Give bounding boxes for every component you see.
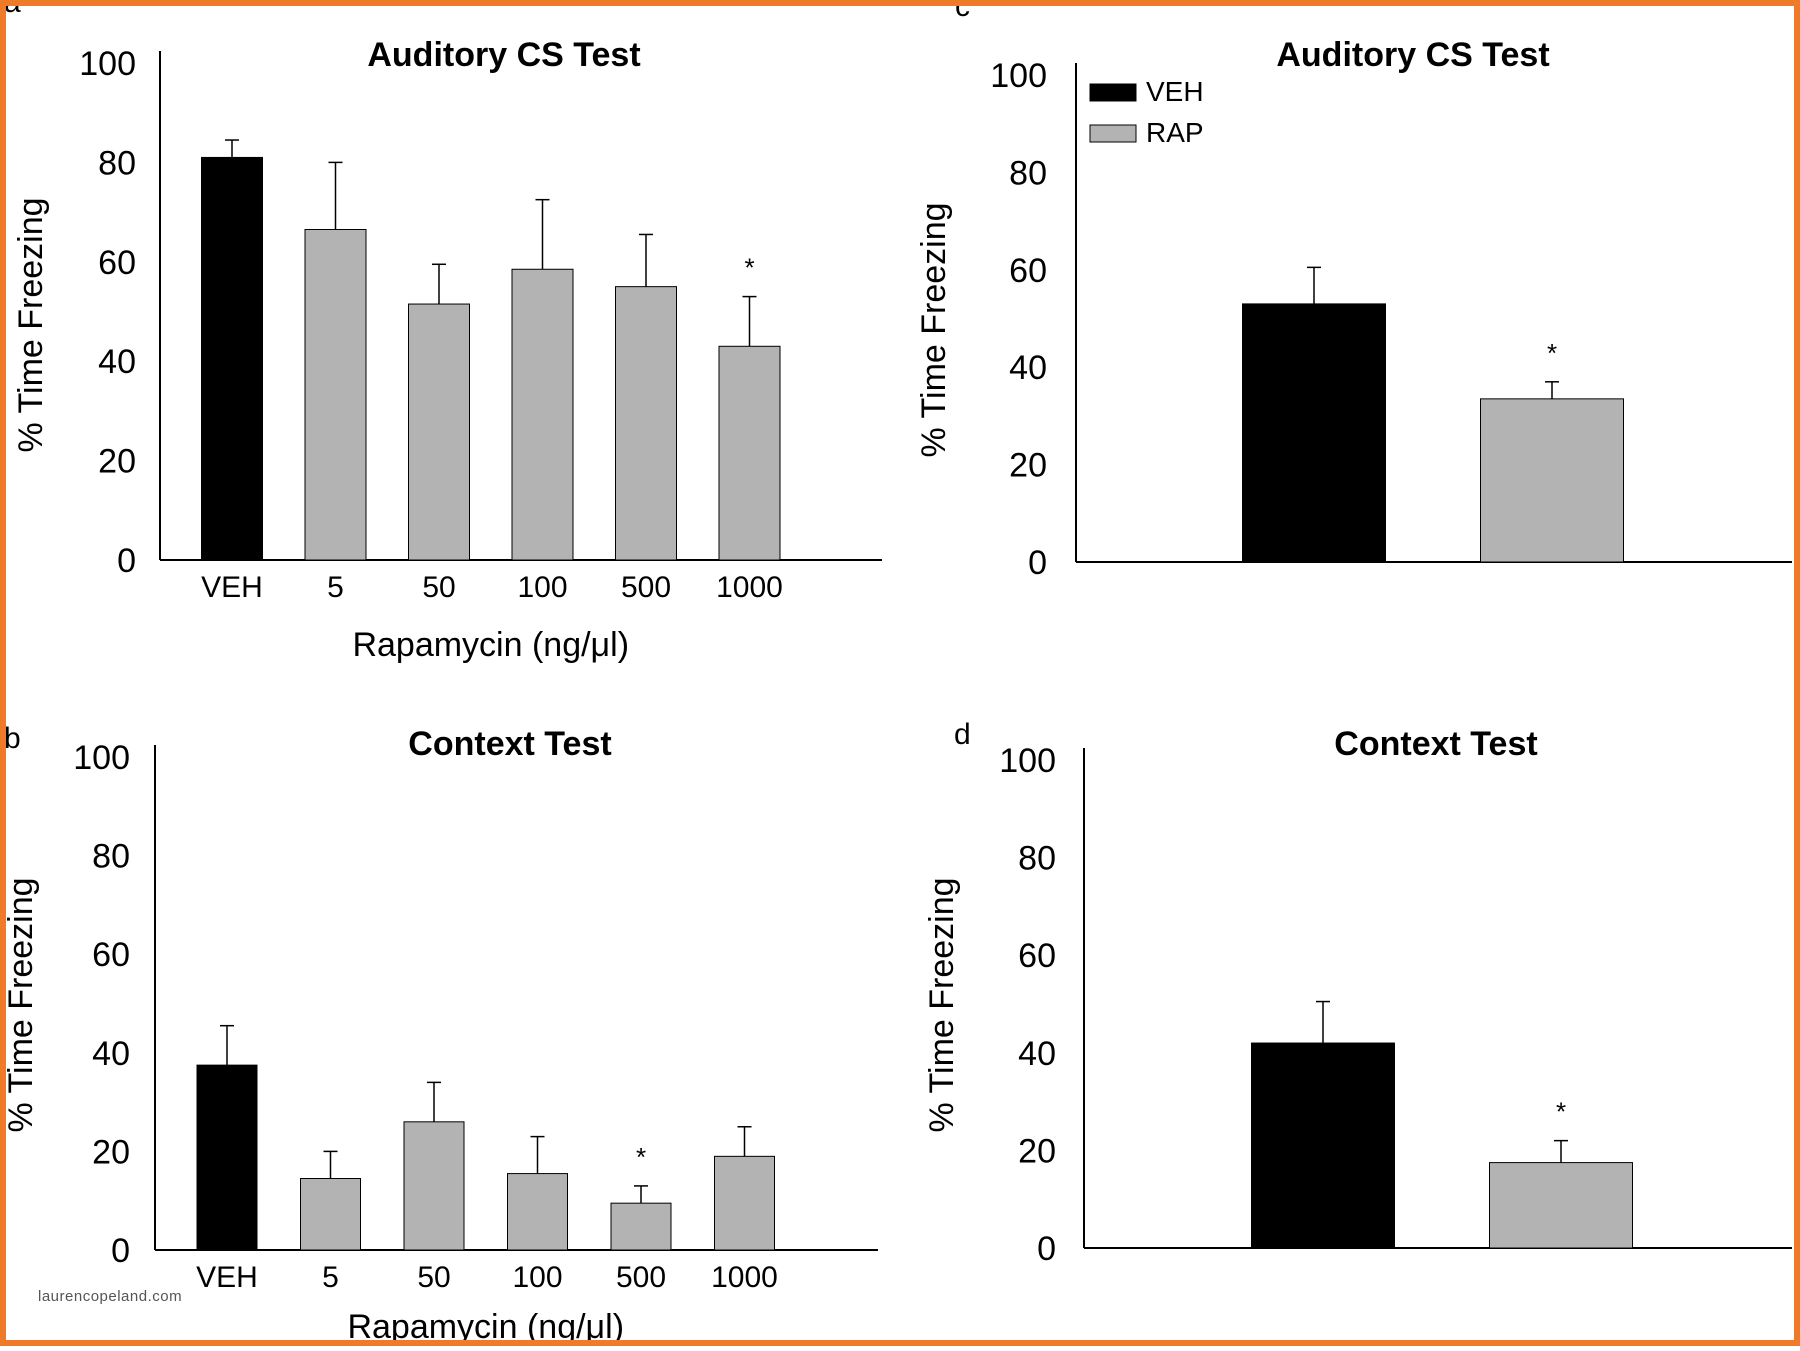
panel-c-letter: c [955,0,970,23]
panel-c-ytick-label: 40 [1009,349,1047,387]
panel-a-ytick-label: 80 [98,144,136,182]
panel-c-ytick-label: 60 [1009,252,1047,290]
panel-d-ytick-label: 20 [1018,1132,1056,1170]
panel-d-ytick-label: 60 [1018,937,1056,975]
panel-a-ytick-label: 40 [98,343,136,381]
panel-d-ytick-label: 80 [1018,840,1056,878]
watermark-text: laurencopeland.com [38,1288,183,1305]
panel-b-bar [300,1178,361,1251]
panel-a-ytick-label: 100 [79,45,136,83]
panel-b-xtick-label: 500 [616,1261,666,1294]
panel-b-ylabel: % Time Freezing [2,877,40,1132]
panel-b-xtick-label: VEH [196,1261,258,1294]
panel-a-xtick-label: 50 [422,571,455,604]
panel-c-legend-label: VEH [1146,76,1204,107]
panel-a-ylabel: % Time Freezing [12,197,50,452]
panel-a-ytick-label: 20 [98,443,136,481]
panel-a-bar [408,303,470,561]
panel-b-bar [507,1173,568,1251]
panel-b-bar [610,1202,672,1251]
panel-a-ytick-label: 60 [98,244,136,282]
panel-d-bar [1251,1042,1395,1249]
panel-c-ytick-label: 20 [1009,447,1047,485]
panel-b-xtick-label: 5 [322,1261,339,1294]
panel-a-bar [511,268,574,561]
panel-c-ytick-label: 0 [1028,544,1047,582]
panel-a-bar [615,286,677,561]
panel-b-ytick-label: 0 [111,1232,130,1270]
panel-a-xlabel: Rapamycin (ng/μl) [352,626,629,664]
panel-a-xtick-label: 500 [621,571,671,604]
panel-a-bar [304,228,367,561]
panel-b-ytick-label: 100 [73,739,130,777]
panel-c-significance-mark: * [1547,338,1557,368]
panel-a-bar [718,345,781,561]
panel-d-ytick-label: 100 [999,742,1056,780]
panel-b-bar [403,1121,465,1251]
panel-b-bar [196,1064,258,1251]
panel-b-xtick-label: 100 [512,1261,562,1294]
panel-c-bar [1242,303,1386,563]
panel-c-ytick-label: 80 [1009,154,1047,192]
panel-a-ytick-label: 0 [117,542,136,580]
panel-c-ylabel: % Time Freezing [915,202,953,457]
panel-c-legend-swatch [1089,83,1137,102]
panel-b-ytick-label: 40 [92,1035,130,1073]
panel-b-title: Context Test [408,725,611,763]
panel-d-ytick-label: 40 [1018,1035,1056,1073]
panel-b-ytick-label: 20 [92,1133,130,1171]
panel-b-ytick-label: 60 [92,936,130,974]
panel-a-bar [201,156,263,561]
panel-a-xtick-label: 1000 [716,571,783,604]
panel-a-xtick-label: VEH [201,571,263,604]
panel-b-xtick-label: 50 [417,1261,450,1294]
panel-b-xlabel: Rapamycin (ng/μl) [347,1308,624,1346]
panel-b-xtick-label: 1000 [711,1261,778,1294]
panel-b-ytick-label: 80 [92,838,130,876]
panel-b-bar [714,1155,775,1251]
panel-c-legend-label: RAP [1146,117,1204,148]
panel-a-significance-mark: * [744,253,754,283]
panel-a-letter: a [4,0,21,19]
panel-d-title: Context Test [1334,725,1537,763]
panel-d-bar [1489,1162,1633,1249]
panel-c-title: Auditory CS Test [1276,36,1549,74]
panel-d-ytick-label: 0 [1037,1230,1056,1268]
panel-c-bar [1480,398,1624,563]
panel-b-letter: b [4,722,21,755]
panel-d-letter: d [954,718,971,751]
panel-d-ylabel: % Time Freezing [923,877,961,1132]
panel-d-significance-mark: * [1556,1097,1566,1127]
panel-a-title: Auditory CS Test [367,36,640,74]
panel-c-legend-swatch [1089,124,1137,143]
panel-a-xtick-label: 5 [327,571,344,604]
panel-b-significance-mark: * [636,1142,646,1172]
panel-a-xtick-label: 100 [517,571,567,604]
panel-c-ytick-label: 100 [990,57,1047,95]
